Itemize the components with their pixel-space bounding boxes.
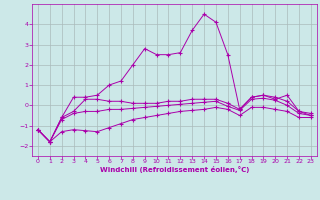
X-axis label: Windchill (Refroidissement éolien,°C): Windchill (Refroidissement éolien,°C) [100, 166, 249, 173]
